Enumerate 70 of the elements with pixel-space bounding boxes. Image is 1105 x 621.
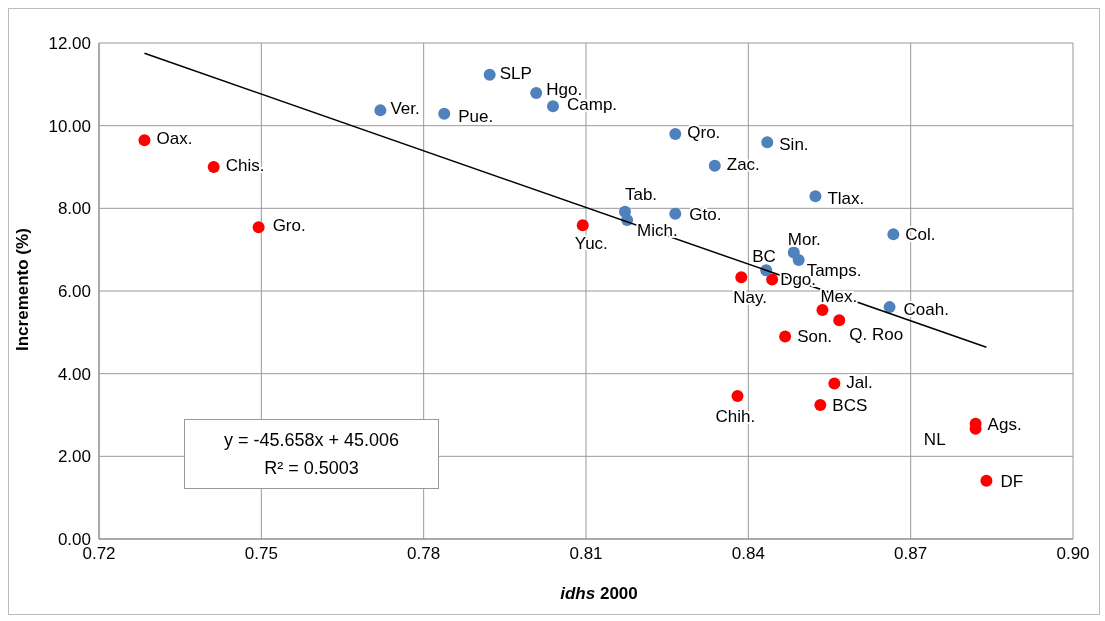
point — [731, 389, 744, 402]
annotation: Tlax. — [827, 189, 865, 209]
point — [828, 377, 841, 390]
point — [887, 228, 900, 241]
point — [809, 190, 822, 203]
point — [708, 159, 721, 172]
x-tick-label: 0.81 — [569, 544, 603, 564]
x-tick-label: 0.90 — [1056, 544, 1090, 564]
annotation: Camp. — [566, 95, 618, 115]
annotation: Yuc. — [574, 234, 608, 254]
point — [816, 304, 829, 317]
y-tick-label: 10.00 — [48, 116, 91, 136]
x-axis-title: idhs 2000 — [559, 584, 639, 604]
annotation: Q. Roo — [849, 325, 904, 345]
annotation: Pue. — [458, 106, 494, 126]
point — [792, 254, 805, 266]
annotation: y = -45.658x + 45.006 — [222, 429, 401, 452]
y-axis-title: Incremento (%) — [13, 228, 33, 351]
point — [766, 273, 779, 286]
y-tick-label: 6.00 — [57, 282, 91, 302]
point — [761, 136, 774, 149]
annotation: SLP — [499, 63, 532, 83]
annotation: DF — [1000, 471, 1024, 491]
x-tick-label: 0.84 — [731, 544, 765, 564]
annotation: Mor. — [787, 229, 821, 249]
annotation: Chih. — [715, 406, 756, 426]
annotation: Qro. — [687, 122, 721, 142]
annotation: Ver. — [390, 99, 420, 119]
point — [374, 104, 387, 117]
annotation: Gto. — [689, 204, 722, 224]
annotation: Gro. — [272, 216, 306, 236]
point — [252, 221, 265, 234]
point — [438, 107, 451, 120]
annotation: Chis. — [225, 156, 265, 175]
point — [669, 127, 682, 140]
x-tick-label: 0.78 — [407, 544, 441, 564]
point — [883, 301, 896, 314]
annotation: BC — [752, 247, 776, 267]
annotation: Jal. — [846, 372, 873, 392]
annotation: Nay. — [733, 288, 767, 308]
annotation: Coah. — [903, 300, 949, 320]
point — [779, 330, 792, 343]
y-tick-label: 12.00 — [48, 34, 91, 54]
annotation: Son. — [797, 327, 833, 347]
point — [669, 207, 682, 220]
point — [980, 474, 993, 487]
point — [833, 314, 846, 327]
equation-box: y = -45.658x + 45.006 R² = 0.5003 — [184, 419, 439, 489]
annotation: R² = 0.5003 — [263, 457, 360, 480]
x-tick-label: 0.87 — [894, 544, 928, 564]
point — [483, 68, 496, 81]
x-tick-label: 0.75 — [244, 544, 278, 564]
annotation: NL — [923, 429, 946, 449]
point — [138, 134, 151, 147]
annotation: Oax. — [156, 129, 193, 149]
point — [207, 161, 220, 173]
point — [735, 271, 748, 284]
y-tick-label: 8.00 — [57, 199, 91, 219]
point — [814, 399, 827, 412]
point — [576, 219, 589, 232]
y-tick-label: 4.00 — [57, 364, 91, 384]
annotation: Zac. — [726, 154, 760, 174]
point — [546, 100, 559, 113]
annotation: Ags. — [987, 414, 1022, 434]
annotation: Tab. — [624, 184, 658, 204]
point — [530, 87, 543, 100]
annotation: Sin. — [779, 135, 809, 155]
annotation: Col. — [905, 225, 936, 245]
y-tick-label: 2.00 — [57, 447, 91, 467]
annotation: BCS — [832, 396, 868, 416]
